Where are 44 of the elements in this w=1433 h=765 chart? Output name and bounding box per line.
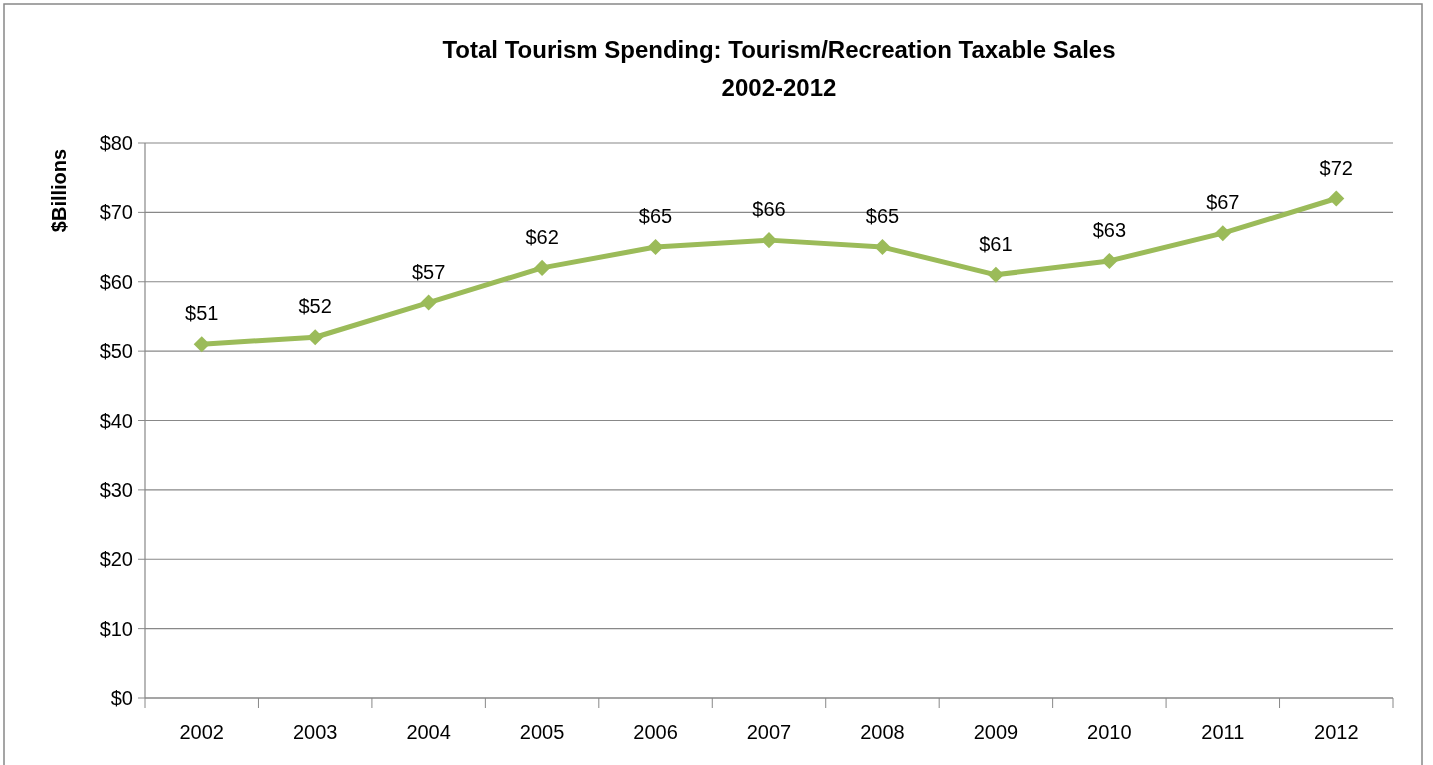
data-label: $62 (525, 225, 559, 248)
x-tick-label: 2010 (1087, 721, 1132, 743)
data-label: $52 (298, 295, 332, 318)
point (874, 239, 891, 256)
y-axis-title: $Billions (48, 148, 70, 233)
y-tick-label: $20 (99, 548, 133, 571)
point (1101, 252, 1118, 269)
data-label: $57 (411, 260, 446, 283)
x-tick-label: 2011 (1201, 721, 1245, 743)
point (307, 329, 324, 346)
x-tick-label: 2003 (292, 721, 338, 743)
y-tick-label: $0 (110, 687, 133, 709)
point (987, 266, 1004, 283)
x-tick-label: 2005 (519, 721, 565, 743)
data-label: $66 (752, 198, 786, 221)
point (1328, 190, 1345, 207)
point (647, 239, 664, 256)
x-tick-label: 2012 (1314, 721, 1359, 743)
data-label: $65 (865, 205, 900, 228)
y-tick-label: $30 (99, 478, 133, 501)
x-tick-label: 2007 (746, 721, 792, 743)
point (760, 232, 778, 249)
point (420, 294, 437, 311)
y-tick-label: $50 (99, 340, 133, 363)
data-label: $51 (185, 302, 219, 325)
data-label: $67 (1206, 191, 1240, 214)
x-tick-label: 2004 (406, 721, 451, 743)
y-tick-label: $40 (99, 409, 133, 432)
data-label: $72 (1319, 156, 1353, 179)
x-tick-label: 2006 (633, 721, 678, 743)
data-label: $65 (638, 205, 673, 228)
x-tick-label: 2008 (860, 721, 905, 743)
point (1214, 225, 1231, 242)
point (534, 259, 551, 276)
x-tick-label: 2009 (973, 721, 1019, 743)
y-tick-label: $80 (99, 132, 133, 154)
x-tick-label: 2002 (179, 721, 224, 743)
y-tick-label: $70 (99, 201, 133, 224)
data-label: $61 (979, 232, 1013, 255)
y-tick-label: $10 (99, 617, 133, 640)
point (193, 336, 210, 353)
data-label: $63 (1092, 218, 1127, 241)
y-tick-label: $60 (99, 270, 133, 293)
chart-title: Total Tourism Spending: Tourism/Recreation Taxable Sales 2002-2012 (442, 36, 1116, 101)
